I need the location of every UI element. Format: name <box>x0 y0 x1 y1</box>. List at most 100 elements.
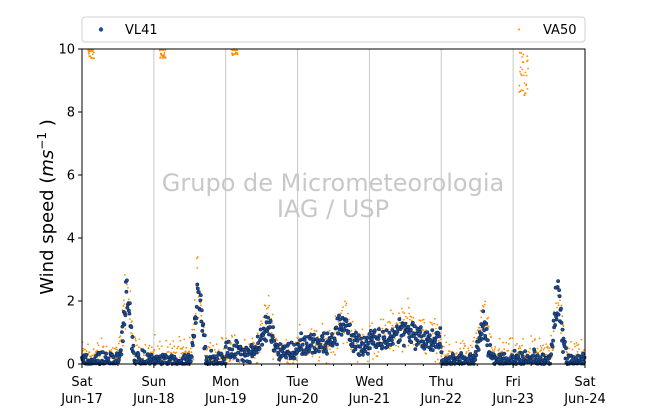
va50-point <box>545 353 548 356</box>
vl41-point <box>369 337 374 341</box>
va50-point <box>560 332 562 334</box>
va50-point <box>526 55 529 58</box>
vl41-point <box>523 349 528 354</box>
vl41-point <box>96 358 100 363</box>
va50-point <box>526 88 529 90</box>
va50-point <box>217 349 220 352</box>
vl41-point <box>376 336 381 341</box>
vl41-point <box>117 357 121 362</box>
va50-point <box>131 333 134 335</box>
vl41-point <box>200 328 205 333</box>
va50-point <box>418 319 421 321</box>
vl41-point <box>235 358 240 363</box>
va50-point <box>134 336 136 339</box>
va50-point <box>542 344 544 347</box>
vl41-point <box>479 331 484 336</box>
vl41-point <box>557 288 562 293</box>
va50-point <box>419 320 422 322</box>
va50-point <box>422 329 425 332</box>
va50-point <box>545 343 547 345</box>
va50-point <box>188 350 191 353</box>
vl41-point <box>199 308 204 313</box>
va50-point <box>469 344 472 347</box>
va50-point <box>519 70 521 73</box>
va50-point <box>381 327 384 330</box>
vl41-point <box>232 355 237 360</box>
vl41-point <box>430 348 435 353</box>
vl41-point <box>559 306 563 311</box>
vl41-point <box>504 356 509 361</box>
vl41-point <box>194 316 199 321</box>
vl41-point <box>202 333 207 338</box>
vl41-point <box>292 356 297 361</box>
vl41-point <box>322 331 326 336</box>
vl41-point <box>352 338 357 343</box>
va50-point <box>110 349 113 351</box>
vl41-point <box>488 343 493 347</box>
vl41-point <box>120 330 124 335</box>
va50-point <box>138 346 140 349</box>
vl41-point <box>387 330 392 335</box>
va50-point <box>135 339 137 342</box>
va50-point <box>122 344 124 347</box>
va50-point <box>196 266 199 269</box>
vl41-point <box>427 333 432 338</box>
x-tick-date: Jun-19 <box>204 392 247 407</box>
vl41-point <box>418 330 423 335</box>
va50-point <box>372 358 374 360</box>
va50-point <box>524 92 527 95</box>
vl41-point <box>225 350 230 355</box>
va50-point <box>516 342 518 345</box>
va50-point <box>431 332 434 335</box>
va50-point <box>275 337 277 340</box>
va50-point <box>550 334 552 337</box>
va50-point <box>127 287 129 289</box>
va50-point <box>115 348 117 351</box>
va50-point <box>313 329 316 332</box>
vl41-point <box>195 286 200 291</box>
vl41-point <box>390 328 395 332</box>
va50-point <box>199 304 202 307</box>
vl41-point <box>557 294 562 299</box>
va50-point <box>509 337 512 339</box>
va50-point <box>343 332 346 334</box>
vl41-point <box>303 352 308 356</box>
va50-point <box>568 347 570 350</box>
vl41-point <box>238 344 243 349</box>
vl41-point <box>270 335 275 340</box>
va50-point <box>295 359 298 362</box>
vl41-point <box>401 343 406 348</box>
vl41-point <box>337 313 341 318</box>
va50-point <box>526 59 529 62</box>
va50-point <box>459 342 462 345</box>
va50-point <box>445 341 448 344</box>
va50-point <box>325 362 328 364</box>
vl41-point <box>256 341 261 346</box>
va50-point <box>164 57 167 59</box>
vl41-point <box>511 355 516 359</box>
va50-point <box>465 352 468 355</box>
vl41-point <box>238 352 243 357</box>
x-tick-date: Jun-18 <box>132 392 175 407</box>
vl41-point <box>357 353 362 358</box>
va50-point <box>327 345 329 348</box>
va50-point <box>267 294 270 297</box>
vl41-point <box>284 355 289 360</box>
legend-label-va50: VA50 <box>543 23 577 38</box>
va50-point <box>412 316 415 319</box>
va50-point <box>265 308 268 310</box>
vl41-point <box>532 349 537 354</box>
va50-point <box>214 351 217 353</box>
vl41-point <box>553 323 558 328</box>
x-tick-date: Jun-23 <box>491 392 534 407</box>
va50-point <box>350 329 353 332</box>
va50-point <box>236 53 239 56</box>
va50-point <box>229 359 232 362</box>
va50-point <box>271 313 274 316</box>
vl41-point <box>438 344 443 349</box>
y-axis-label-open: ( <box>37 177 58 190</box>
vl41-point <box>122 322 127 327</box>
va50-point <box>169 343 172 346</box>
vl41-point <box>330 332 334 337</box>
va50-point <box>345 304 347 307</box>
